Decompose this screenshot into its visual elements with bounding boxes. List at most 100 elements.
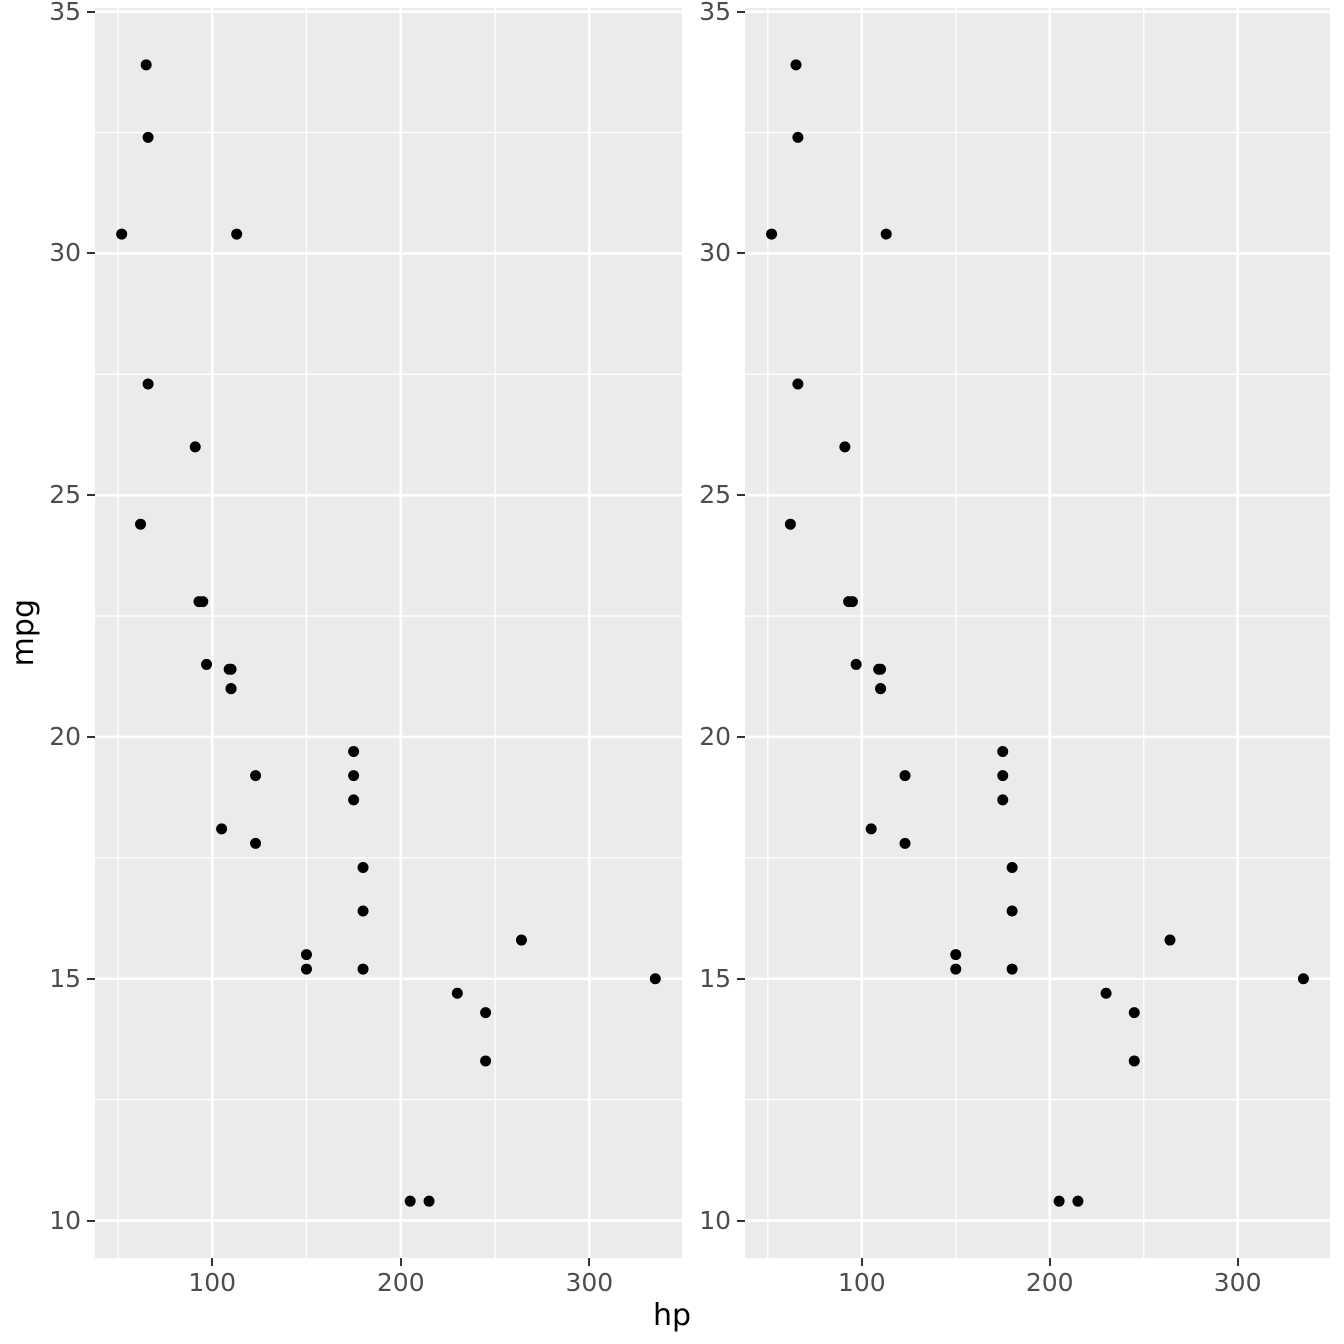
- y-tick-mark: [87, 977, 95, 980]
- data-point: [766, 228, 778, 240]
- x-tick-mark: [399, 1258, 402, 1266]
- data-point: [189, 441, 201, 453]
- data-point: [231, 228, 243, 240]
- x-tick-mark: [860, 1258, 863, 1266]
- data-point: [1006, 905, 1018, 917]
- panel-right: [745, 8, 1330, 1258]
- data-point: [357, 905, 369, 917]
- data-point: [451, 987, 463, 999]
- y-tick-label: 25: [49, 480, 81, 510]
- data-point: [480, 1007, 492, 1019]
- data-point: [357, 862, 369, 874]
- data-point: [1006, 862, 1018, 874]
- data-point: [1053, 1195, 1065, 1207]
- data-point: [348, 745, 360, 757]
- y-tick-mark: [737, 977, 745, 980]
- data-point: [846, 596, 858, 608]
- data-point: [1100, 987, 1112, 999]
- data-point: [142, 131, 154, 143]
- panel-left-canvas: [95, 8, 682, 1258]
- data-point: [880, 228, 892, 240]
- y-tick-mark: [737, 10, 745, 13]
- x-tick-mark: [211, 1258, 214, 1266]
- data-point: [865, 823, 877, 835]
- x-tick-label: 300: [565, 1268, 614, 1297]
- x-tick-label: 200: [376, 1268, 425, 1297]
- data-point: [850, 658, 862, 670]
- data-point: [1164, 934, 1176, 946]
- y-tick-label: 30: [699, 238, 731, 268]
- y-tick-label: 15: [699, 963, 731, 993]
- data-point: [790, 59, 802, 71]
- data-point: [1006, 963, 1018, 975]
- data-point: [950, 949, 962, 961]
- data-point: [875, 683, 887, 695]
- y-tick-mark: [737, 494, 745, 497]
- data-point: [300, 949, 312, 961]
- data-point: [792, 378, 804, 390]
- y-axis-title-wrap: mpg: [4, 8, 42, 1258]
- x-tick-label: 100: [837, 1268, 886, 1297]
- data-point: [348, 794, 360, 806]
- data-point: [250, 837, 262, 849]
- data-point: [201, 658, 213, 670]
- y-tick-label: 10: [49, 1205, 81, 1235]
- y-tick-label: 20: [699, 721, 731, 751]
- y-tick-label: 35: [699, 0, 731, 26]
- data-point: [1297, 973, 1309, 985]
- data-point: [649, 973, 661, 985]
- y-tick-mark: [87, 735, 95, 738]
- data-point: [899, 837, 911, 849]
- y-tick-mark: [87, 10, 95, 13]
- panel-right-canvas: [745, 8, 1330, 1258]
- data-point: [873, 663, 885, 675]
- y-tick-mark: [87, 494, 95, 497]
- x-tick-mark: [1048, 1258, 1051, 1266]
- data-point: [997, 794, 1009, 806]
- data-point: [899, 770, 911, 782]
- x-tick-label: 200: [1025, 1268, 1074, 1297]
- data-point: [250, 770, 262, 782]
- y-tick-label: 30: [49, 238, 81, 268]
- data-point: [357, 963, 369, 975]
- y-tick-mark: [87, 252, 95, 255]
- data-point: [423, 1195, 435, 1207]
- y-tick-label: 35: [49, 0, 81, 26]
- x-tick-mark: [1236, 1258, 1239, 1266]
- data-point: [225, 683, 237, 695]
- data-point: [300, 963, 312, 975]
- data-point: [116, 228, 128, 240]
- data-point: [480, 1055, 492, 1067]
- data-point: [135, 518, 147, 530]
- data-point: [515, 934, 527, 946]
- data-point: [140, 59, 152, 71]
- data-point: [1072, 1195, 1084, 1207]
- data-point: [950, 963, 962, 975]
- data-point: [1128, 1055, 1140, 1067]
- y-tick-mark: [737, 735, 745, 738]
- y-tick-label: 10: [699, 1205, 731, 1235]
- data-point: [404, 1195, 416, 1207]
- y-tick-label: 20: [49, 721, 81, 751]
- x-axis-title: hp: [652, 1298, 692, 1333]
- data-point: [216, 823, 228, 835]
- y-tick-label: 15: [49, 963, 81, 993]
- x-tick-label: 300: [1213, 1268, 1262, 1297]
- x-tick-mark: [588, 1258, 591, 1266]
- data-point: [997, 745, 1009, 757]
- data-point: [997, 770, 1009, 782]
- y-tick-mark: [737, 1219, 745, 1222]
- data-point: [197, 596, 209, 608]
- data-point: [1128, 1007, 1140, 1019]
- y-tick-label: 25: [699, 480, 731, 510]
- data-point: [839, 441, 851, 453]
- data-point: [348, 770, 360, 782]
- y-axis-title: mpg: [5, 599, 41, 667]
- x-tick-label: 100: [188, 1268, 237, 1297]
- panel-left: [95, 8, 682, 1258]
- data-point: [142, 378, 154, 390]
- data-point: [784, 518, 796, 530]
- y-tick-mark: [87, 1219, 95, 1222]
- y-tick-mark: [737, 252, 745, 255]
